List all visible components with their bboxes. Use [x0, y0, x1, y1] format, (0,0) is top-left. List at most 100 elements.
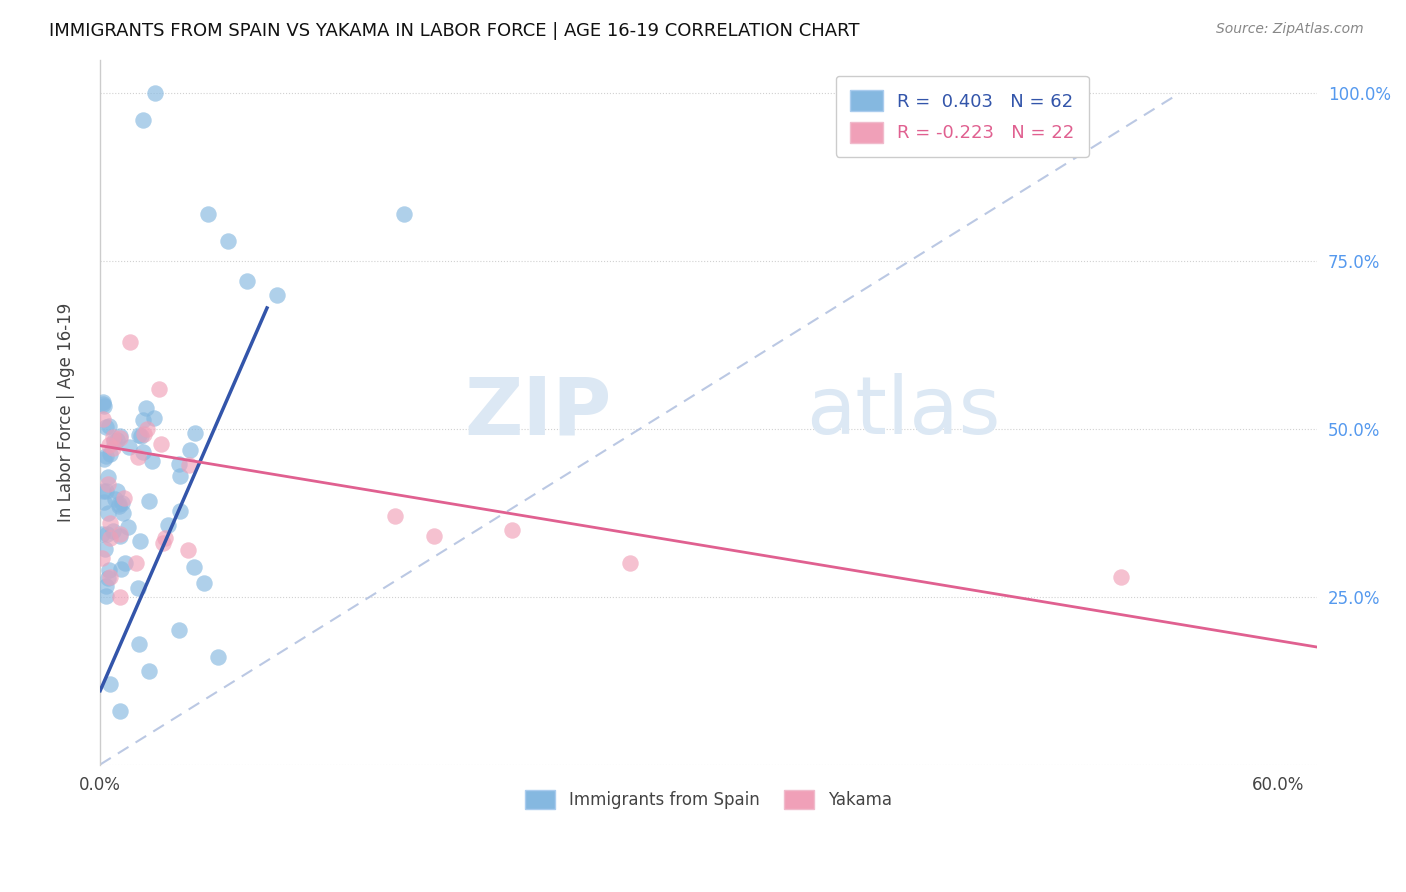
Point	[266, 287, 288, 301]
Point	[169, 468, 191, 483]
Point	[105, 433, 128, 447]
Point	[93, 452, 115, 467]
Point	[183, 560, 205, 574]
Point	[217, 234, 239, 248]
Point	[108, 590, 131, 604]
Point	[138, 664, 160, 678]
Point	[97, 506, 120, 520]
Point	[91, 397, 114, 411]
Point	[423, 529, 446, 543]
Point	[132, 413, 155, 427]
Point	[193, 575, 215, 590]
Point	[108, 429, 131, 443]
Point	[143, 86, 166, 100]
Point	[1109, 569, 1132, 583]
Point	[152, 536, 174, 550]
Y-axis label: In Labor Force | Age 16-19: In Labor Force | Age 16-19	[58, 302, 75, 522]
Point	[114, 557, 136, 571]
Point	[93, 494, 115, 508]
Point	[112, 506, 135, 520]
Point	[177, 458, 200, 472]
Point	[110, 529, 132, 543]
Point	[101, 429, 124, 443]
Point	[127, 582, 149, 596]
Point	[117, 520, 139, 534]
Point	[103, 491, 125, 506]
Point	[167, 624, 190, 638]
Point	[101, 524, 124, 539]
Point	[108, 527, 131, 541]
Point	[108, 497, 131, 511]
Point	[394, 207, 416, 221]
Point	[94, 450, 117, 464]
Point	[236, 274, 259, 288]
Point	[156, 517, 179, 532]
Point	[124, 556, 146, 570]
Point	[118, 334, 141, 349]
Point	[129, 429, 152, 443]
Point	[184, 425, 207, 440]
Point	[96, 527, 118, 541]
Point	[501, 523, 523, 537]
Point	[197, 207, 219, 221]
Point	[179, 443, 201, 458]
Point	[129, 533, 152, 548]
Point	[103, 434, 125, 448]
Point	[207, 650, 229, 665]
Point	[97, 477, 120, 491]
Point	[384, 509, 406, 524]
Point	[135, 401, 157, 415]
Point	[138, 493, 160, 508]
Point	[98, 418, 121, 433]
Point	[110, 562, 132, 576]
Text: ZIP: ZIP	[464, 373, 612, 451]
Point	[98, 677, 121, 691]
Point	[91, 412, 114, 426]
Point	[108, 704, 131, 718]
Point	[132, 113, 155, 128]
Text: IMMIGRANTS FROM SPAIN VS YAKAMA IN LABOR FORCE | AGE 16-19 CORRELATION CHART: IMMIGRANTS FROM SPAIN VS YAKAMA IN LABOR…	[49, 22, 859, 40]
Point	[98, 516, 121, 530]
Point	[136, 422, 159, 436]
Point	[108, 500, 131, 514]
Point	[128, 637, 150, 651]
Point	[94, 420, 117, 434]
Point	[117, 440, 139, 454]
Point	[91, 527, 114, 541]
Point	[91, 484, 114, 499]
Point	[94, 590, 117, 604]
Point	[110, 431, 132, 445]
Point	[148, 382, 170, 396]
Point	[100, 531, 122, 545]
Point	[169, 503, 191, 517]
Point	[93, 400, 115, 414]
Point	[98, 569, 121, 583]
Point	[97, 470, 120, 484]
Point	[97, 571, 120, 585]
Point	[94, 542, 117, 557]
Point	[98, 563, 121, 577]
Point	[177, 542, 200, 557]
Point	[91, 395, 114, 409]
Point	[143, 411, 166, 425]
Point	[103, 441, 125, 455]
Point	[127, 450, 149, 464]
Point	[149, 437, 172, 451]
Point	[619, 556, 641, 570]
Point	[96, 484, 118, 499]
Legend: Immigrants from Spain, Yakama: Immigrants from Spain, Yakama	[519, 783, 898, 816]
Point	[153, 531, 176, 545]
Point	[132, 445, 155, 459]
Point	[112, 491, 135, 505]
Point	[97, 438, 120, 452]
Point	[98, 447, 121, 461]
Point	[141, 454, 163, 468]
Point	[132, 426, 155, 441]
Point	[128, 428, 150, 442]
Point	[105, 484, 128, 499]
Point	[169, 457, 191, 471]
Text: atlas: atlas	[806, 373, 1000, 451]
Point	[91, 551, 114, 566]
Text: Source: ZipAtlas.com: Source: ZipAtlas.com	[1216, 22, 1364, 37]
Point	[94, 579, 117, 593]
